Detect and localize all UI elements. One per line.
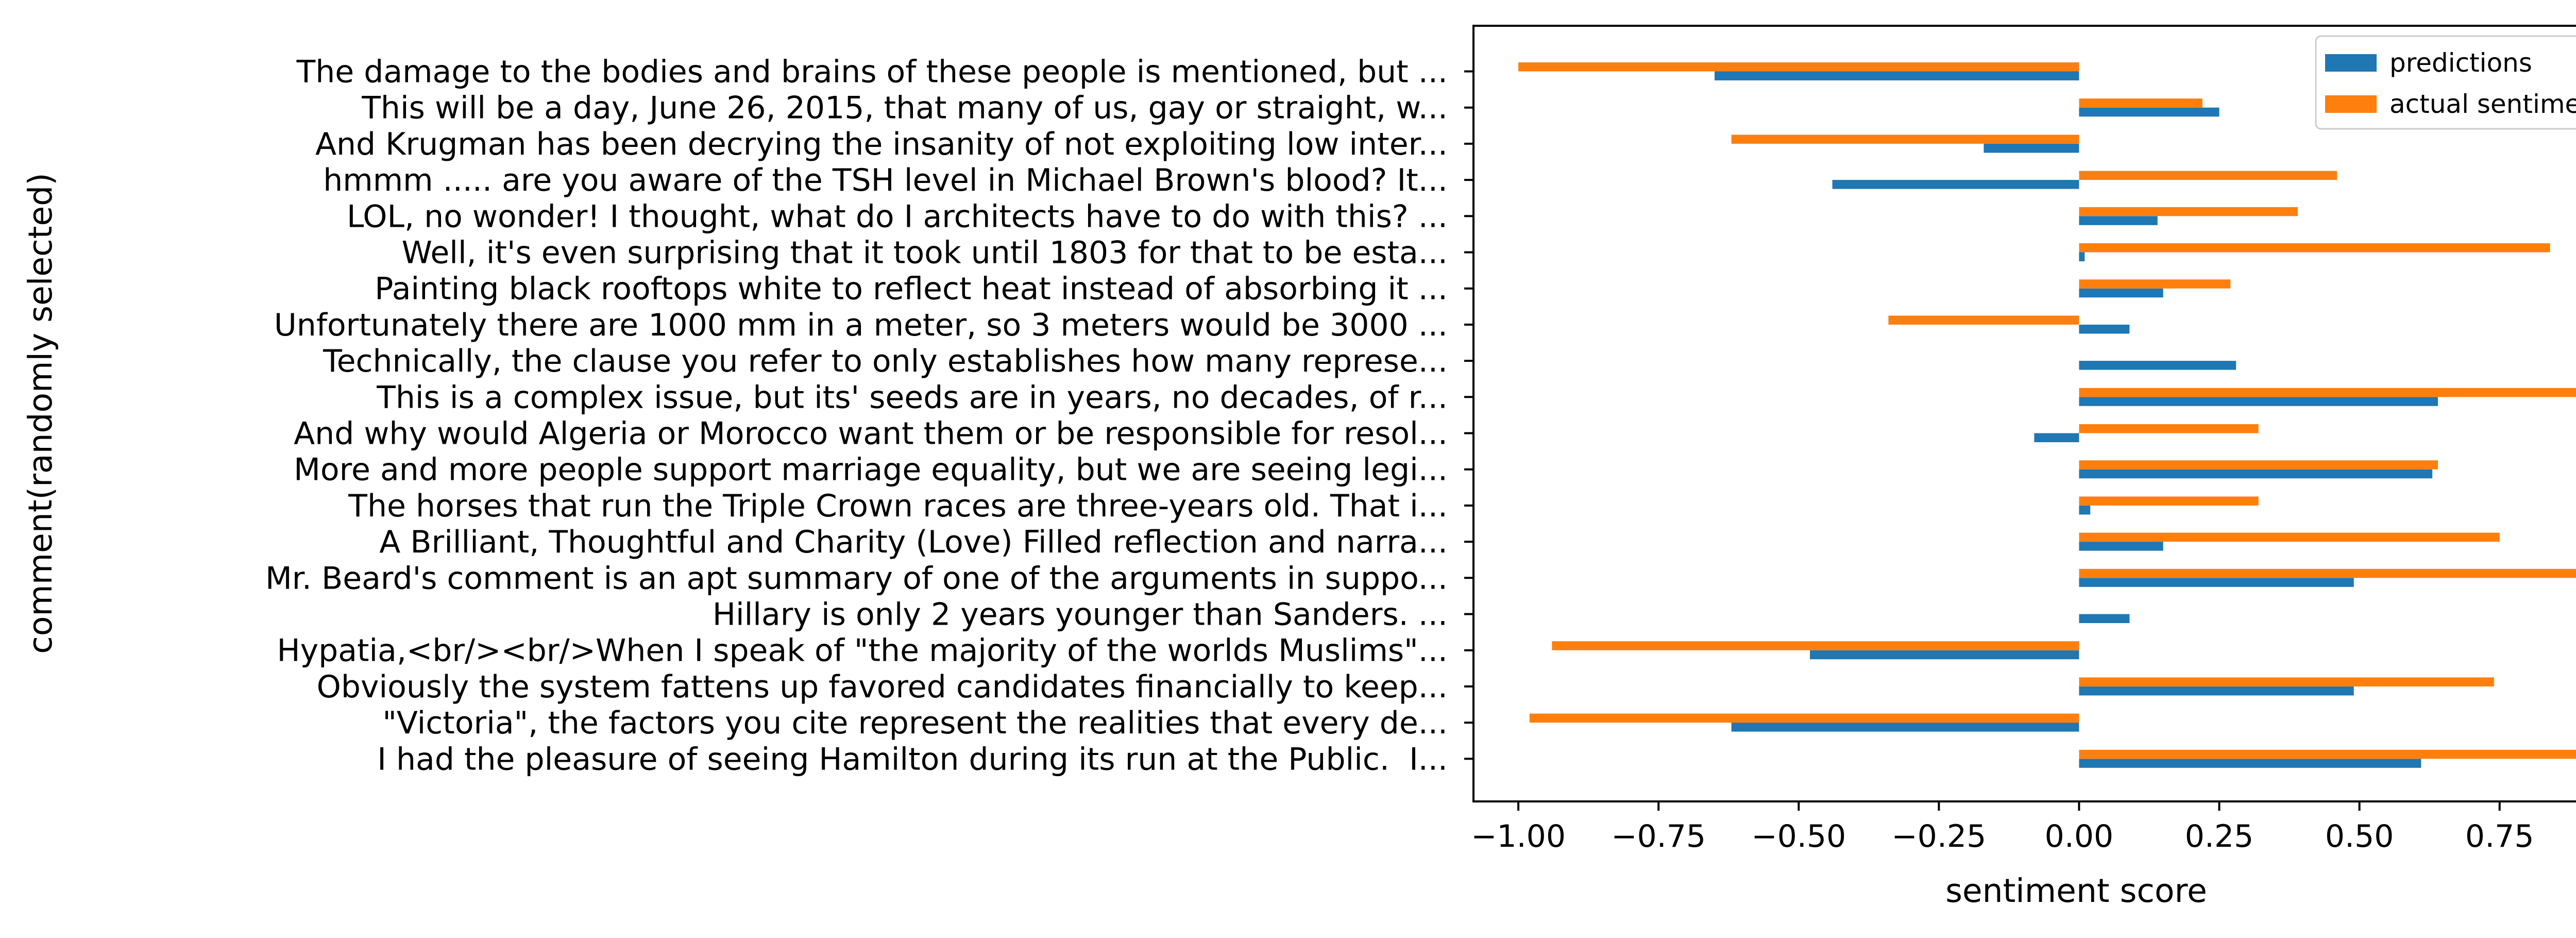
category-label: Mr. Beard's comment is an apt summary of…: [265, 560, 1448, 596]
category-label: And why would Algeria or Morocco want th…: [294, 416, 1448, 452]
bar-actual-2: [1731, 135, 2079, 144]
category-label: Hypatia,<br/><br/>When I speak of "the m…: [277, 633, 1448, 669]
category-label: A Brilliant, Thoughtful and Charity (Lov…: [379, 524, 1448, 560]
bar-actual-1: [2079, 98, 2202, 108]
bar-actual-16: [1552, 641, 2079, 650]
bars-layer: [1518, 62, 2576, 768]
bar-prediction-18: [1731, 723, 2079, 732]
bar-actual-4: [2079, 207, 2298, 216]
category-label: Technically, the clause you refer to onl…: [323, 343, 1448, 379]
x-tick-label: 0.75: [2465, 818, 2534, 855]
bar-prediction-19: [2079, 759, 2421, 768]
bar-prediction-2: [1984, 143, 2079, 153]
x-tick-label: −0.50: [1751, 818, 1846, 855]
bar-actual-9: [2079, 388, 2576, 397]
legend: predictions actual sentiment: [2315, 35, 2576, 130]
legend-swatch-1: [2325, 95, 2377, 113]
category-label: I had the pleasure of seeing Hamilton du…: [377, 741, 1448, 777]
legend-label-0: predictions: [2389, 48, 2532, 78]
x-tick-label: −0.25: [1891, 818, 1986, 855]
bar-prediction-8: [2079, 361, 2236, 370]
category-label: Well, it's even surprising that it took …: [402, 235, 1448, 271]
x-axis-title: sentiment score: [1945, 872, 2207, 910]
category-label: The horses that run the Triple Crown rac…: [348, 488, 1448, 524]
bar-actual-10: [2079, 424, 2259, 433]
bar-actual-17: [2079, 677, 2494, 686]
bar-prediction-14: [2079, 578, 2354, 587]
category-label: Painting black rooftops white to reflect…: [375, 271, 1448, 307]
x-tick-label: 0.50: [2325, 818, 2394, 855]
x-tick-label: 0.25: [2185, 818, 2254, 855]
category-label: Unfortunately there are 1000 mm in a met…: [274, 307, 1448, 343]
legend-label-1: actual sentiment: [2389, 89, 2576, 119]
bar-actual-7: [1888, 315, 2079, 325]
bar-actual-6: [2079, 279, 2231, 289]
x-tick-label: −0.75: [1611, 818, 1706, 855]
bar-prediction-1: [2079, 107, 2219, 117]
y-axis-title: comment(randomly selected): [22, 173, 59, 654]
bar-actual-0: [1518, 62, 2079, 72]
bar-actual-11: [2079, 460, 2438, 470]
category-label: Hillary is only 2 years younger than San…: [713, 597, 1448, 633]
bar-actual-18: [1529, 713, 2079, 723]
bar-prediction-13: [2079, 542, 2163, 551]
bar-prediction-9: [2079, 397, 2438, 406]
bar-actual-3: [2079, 171, 2337, 180]
category-label: This will be a day, June 26, 2015, that …: [361, 90, 1448, 126]
x-tick-label: 0.00: [2045, 818, 2114, 855]
bar-prediction-4: [2079, 216, 2158, 225]
bar-actual-19: [2079, 749, 2576, 759]
bar-prediction-17: [2079, 686, 2354, 696]
category-label: This is a complex issue, but its' seeds …: [376, 379, 1448, 415]
bar-prediction-10: [2034, 433, 2079, 442]
bar-prediction-0: [1715, 71, 2079, 80]
bar-actual-5: [2079, 243, 2550, 253]
legend-swatch-0: [2325, 54, 2377, 72]
category-label: LOL, no wonder! I thought, what do I arc…: [347, 198, 1448, 234]
bar-actual-12: [2079, 496, 2259, 506]
legend-box: [2315, 35, 2576, 130]
bar-prediction-12: [2079, 505, 2091, 515]
x-axis-ticks: −1.00−0.75−0.50−0.250.000.250.500.751.00: [1471, 801, 2534, 855]
category-label: More and more people support marriage eq…: [294, 452, 1448, 488]
category-labels: The damage to the bodies and brains of t…: [265, 54, 1473, 777]
bar-actual-13: [2079, 532, 2500, 542]
category-label: And Krugman has been decrying the insani…: [315, 126, 1448, 162]
category-label: hmmm ..... are you aware of the TSH leve…: [323, 162, 1448, 198]
bar-prediction-3: [1832, 180, 2079, 189]
bar-prediction-5: [2079, 252, 2085, 261]
category-label: Obviously the system fattens up favored …: [317, 669, 1448, 705]
plot-frame: [1472, 25, 2576, 802]
bar-prediction-6: [2079, 288, 2163, 298]
bar-prediction-15: [2079, 614, 2130, 623]
bar-prediction-7: [2079, 324, 2130, 334]
bar-prediction-11: [2079, 469, 2433, 479]
category-label: The damage to the bodies and brains of t…: [296, 54, 1448, 90]
bar-actual-14: [2079, 568, 2576, 578]
category-label: "Victoria", the factors you cite represe…: [382, 705, 1448, 741]
bar-prediction-16: [1810, 650, 2079, 660]
x-tick-label: −1.00: [1471, 818, 1566, 855]
